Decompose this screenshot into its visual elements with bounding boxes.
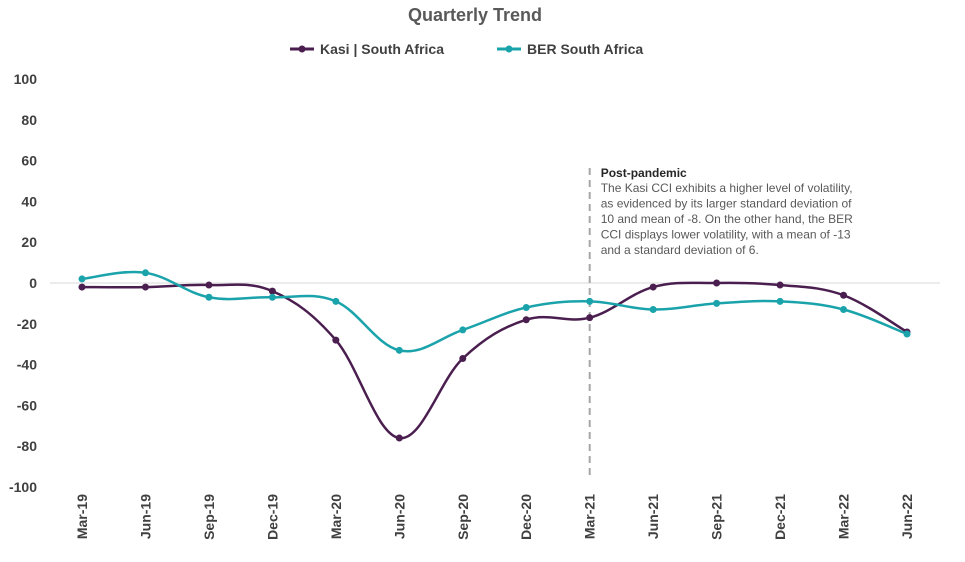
x-axis: Mar-19 Jun-19 Sep-19 Dec-19 Mar-20 Jun-20 Sep-… — [74, 494, 915, 540]
data-point-ber — [395, 346, 403, 354]
x-tick-label: Jun-19 — [137, 494, 153, 539]
data-point-ber — [586, 297, 594, 305]
y-tick-label: 80 — [21, 112, 37, 128]
data-point-kasi — [649, 283, 657, 291]
data-point-kasi — [522, 316, 530, 324]
legend-label-ber: BER South Africa — [527, 41, 643, 57]
legend-marker-kasi — [298, 45, 306, 53]
data-point-ber — [205, 293, 213, 301]
data-point-ber — [713, 299, 721, 307]
x-tick-label: Sep-21 — [709, 494, 725, 540]
y-axis: 100 80 60 40 20 0 -20 -40 -60 -80 -100 — [9, 71, 37, 495]
data-point-kasi — [395, 434, 403, 442]
y-tick-label: 0 — [29, 275, 37, 291]
data-point-kasi — [141, 283, 149, 291]
annotation: Post-pandemic The Kasi CCI exhibits a hi… — [601, 166, 853, 257]
y-tick-label: -40 — [17, 357, 37, 373]
data-point-ber — [332, 297, 340, 305]
data-point-kasi — [459, 354, 467, 362]
data-point-ber — [522, 303, 530, 311]
legend-marker-ber — [505, 45, 513, 53]
y-tick-label: -60 — [17, 397, 37, 413]
legend: Kasi | South Africa BER South Africa — [290, 41, 643, 57]
series-layer — [78, 269, 911, 442]
data-point-kasi — [776, 281, 784, 289]
data-point-kasi — [268, 287, 276, 295]
x-tick-label: Dec-20 — [518, 494, 534, 540]
data-point-ber — [903, 330, 911, 338]
data-point-ber — [78, 275, 86, 283]
series-line-kasi — [80, 281, 909, 440]
y-tick-label: 40 — [21, 193, 37, 209]
annotation-line: CCI displays lower volatility, with a me… — [601, 228, 851, 242]
x-tick-label: Sep-20 — [455, 494, 471, 540]
data-point-kasi — [586, 314, 594, 322]
legend-item-ber[interactable]: BER South Africa — [497, 41, 643, 57]
annotation-line: and a standard deviation of 6. — [601, 243, 759, 257]
y-tick-label: 100 — [14, 71, 38, 87]
data-point-kasi — [78, 283, 86, 291]
data-point-kasi — [205, 281, 213, 289]
data-point-ber — [840, 306, 848, 314]
annotation-title: Post-pandemic — [601, 166, 687, 180]
data-point-ber — [141, 269, 149, 277]
x-tick-label: Mar-21 — [582, 494, 598, 539]
data-point-kasi — [840, 291, 848, 299]
data-point-kasi — [713, 279, 721, 287]
x-tick-label: Sep-19 — [201, 494, 217, 540]
x-tick-label: Dec-21 — [772, 494, 788, 540]
y-tick-label: 60 — [21, 153, 37, 169]
series-line-ber — [80, 270, 909, 353]
y-tick-label: 20 — [21, 234, 37, 250]
annotation-line: 10 and mean of -8. On the other hand, th… — [601, 212, 853, 226]
y-tick-label: -20 — [17, 316, 37, 332]
data-point-kasi — [332, 336, 340, 344]
x-tick-label: Jun-21 — [645, 494, 661, 539]
annotation-line: as evidenced by its larger standard devi… — [601, 197, 852, 211]
y-tick-label: -100 — [9, 479, 37, 495]
x-tick-label: Dec-19 — [264, 494, 280, 540]
legend-item-kasi[interactable]: Kasi | South Africa — [290, 41, 444, 57]
y-tick-label: -80 — [17, 438, 37, 454]
data-point-ber — [649, 306, 657, 314]
annotation-line: The Kasi CCI exhibits a higher level of … — [601, 181, 853, 195]
x-tick-label: Jun-20 — [391, 494, 407, 539]
x-tick-label: Mar-19 — [74, 494, 90, 539]
data-point-ber — [776, 297, 784, 305]
x-tick-label: Mar-22 — [836, 494, 852, 539]
data-point-ber — [459, 326, 467, 334]
data-point-ber — [268, 293, 276, 301]
x-tick-label: Mar-20 — [328, 494, 344, 539]
legend-label-kasi: Kasi | South Africa — [320, 41, 444, 57]
x-tick-label: Jun-22 — [899, 494, 915, 539]
chart-title: Quarterly Trend — [408, 5, 542, 25]
